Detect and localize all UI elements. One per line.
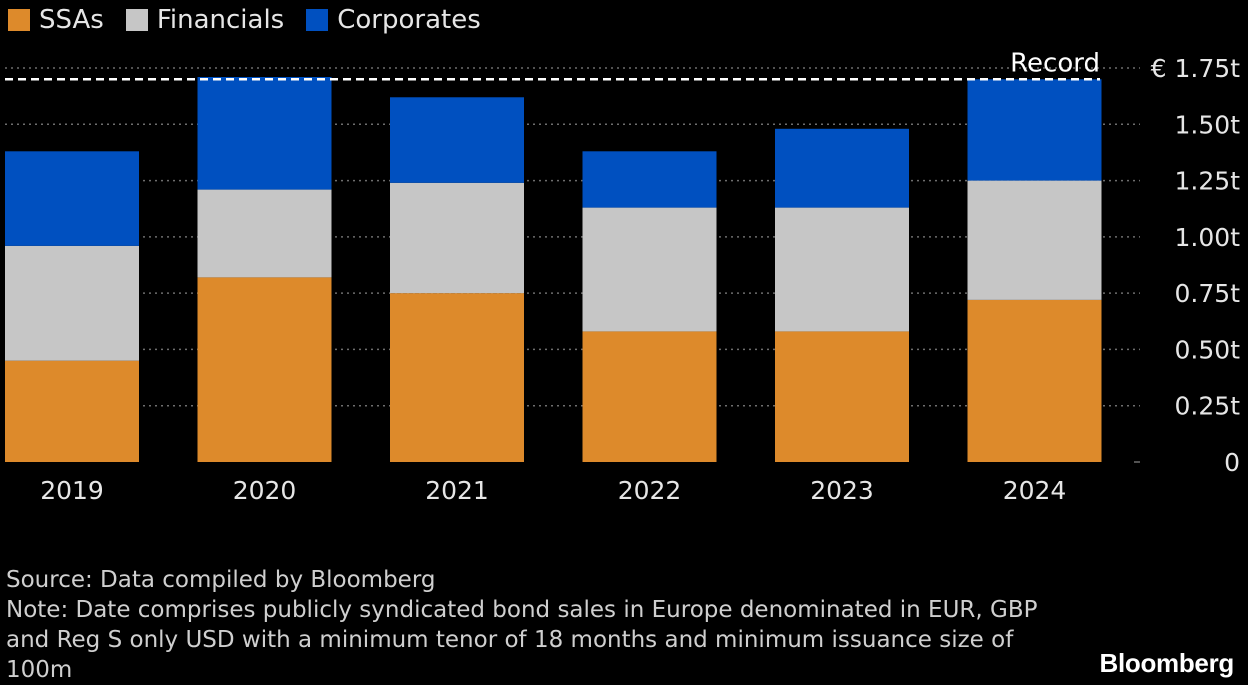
bar-ssas-2023 [775, 331, 909, 462]
y-tick-label: 0.75t [1175, 279, 1241, 308]
x-axis: 2019 2020 2021 2022 2023 2024 [40, 476, 1066, 505]
legend-item-ssas: SSAs [8, 5, 104, 35]
x-tick-label: 2023 [810, 476, 874, 505]
bar-corporates-2019 [5, 151, 139, 246]
bar-ssas-2019 [5, 360, 139, 462]
footnotes: Source: Data compiled by Bloomberg Note:… [6, 565, 1046, 685]
x-tick-label: 2020 [233, 476, 297, 505]
x-tick-label: 2024 [1003, 476, 1067, 505]
bar-financials-2020 [197, 189, 332, 278]
legend-swatch-financials [125, 9, 148, 31]
bar-financials-2021 [390, 182, 524, 294]
legend-label-corporates: Corporates [337, 5, 481, 35]
bond-sales-chart: Record 0 0.25t 0.50t 0.75t 1.00t 1.25t 1.50t € … [5, 48, 1241, 505]
x-tick-label: 2021 [425, 476, 489, 505]
y-tick-label: 1.00t [1175, 223, 1241, 252]
bar-ssas-2021 [390, 293, 524, 462]
y-tick-label: 1.25t [1175, 167, 1241, 196]
reference-line-group: Record [5, 48, 1100, 81]
bar-corporates-2023 [775, 128, 909, 208]
legend-label-financials: Financials [156, 5, 285, 35]
y-tick-label: 0.50t [1175, 335, 1241, 364]
bar-ssas-2022 [582, 331, 717, 462]
x-tick-label: 2022 [618, 476, 682, 505]
data-note: Note: Date comprises publicly syndicated… [6, 597, 1038, 683]
legend-item-corporates: Corporates [306, 5, 481, 35]
legend-label-ssas: SSAs [39, 5, 104, 35]
bar-financials-2022 [582, 207, 717, 332]
bar-ssas-2024 [967, 299, 1102, 462]
y-axis: 0 0.25t 0.50t 0.75t 1.00t 1.25t 1.50t € 1.75t [1151, 54, 1241, 477]
y-tick-label: 0 [1224, 448, 1240, 477]
legend-swatch-ssas [8, 9, 30, 31]
bar-financials-2024 [967, 180, 1102, 300]
record-label: Record [1010, 48, 1100, 78]
legend-item-financials: Financials [125, 5, 285, 35]
bar-corporates-2021 [390, 97, 524, 183]
y-tick-label: € 1.75t [1151, 54, 1241, 83]
y-tick-label: 1.50t [1175, 110, 1241, 139]
bar-financials-2019 [5, 245, 139, 361]
x-tick-label: 2019 [40, 476, 104, 505]
bars [5, 77, 1102, 462]
bar-corporates-2022 [582, 151, 717, 208]
bar-financials-2023 [775, 207, 909, 332]
gridlines [5, 67, 1140, 463]
bar-ssas-2020 [197, 277, 332, 462]
y-tick-label: 0.25t [1175, 392, 1241, 421]
bar-corporates-2020 [197, 77, 332, 190]
bloomberg-logo: Bloomberg [1099, 648, 1234, 678]
legend-swatch-corporates [306, 9, 329, 31]
chart-legend: SSAs Financials Corporates [8, 4, 481, 36]
bar-corporates-2024 [967, 79, 1102, 181]
source-note: Source: Data compiled by Bloomberg [6, 567, 436, 593]
